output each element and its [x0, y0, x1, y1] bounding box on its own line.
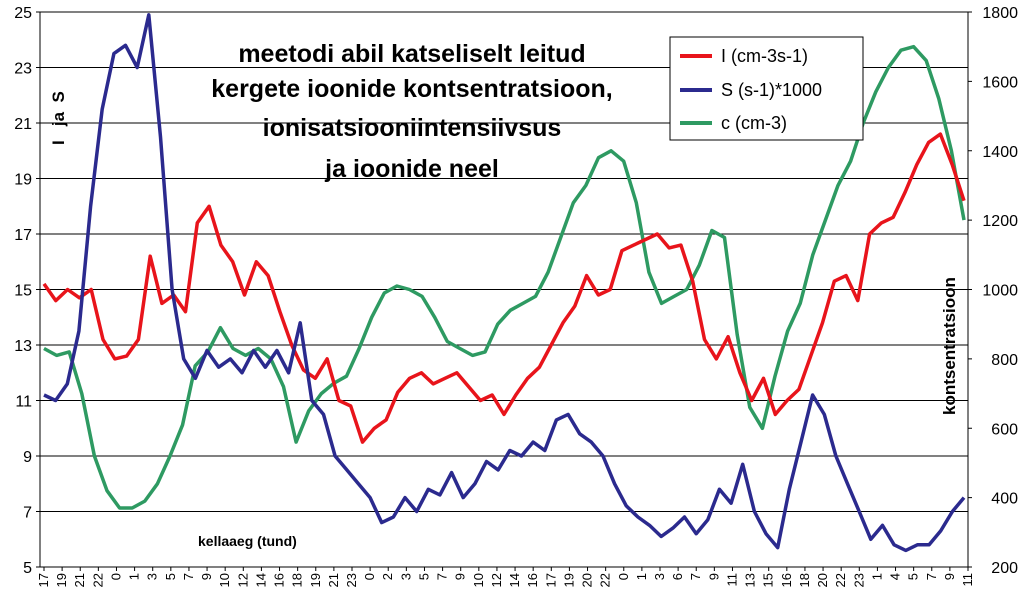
x-tick-label: 15: [761, 573, 776, 587]
legend: I (cm-3s-1) S (s-1)*1000 c (cm-3): [669, 36, 864, 141]
left-tick-label: 17: [14, 227, 32, 244]
x-tick-label: 12: [489, 573, 504, 587]
x-tick-label: 0: [362, 573, 377, 580]
x-tick-label: 14: [253, 573, 268, 587]
left-tick-label: 15: [14, 283, 32, 300]
x-tick-label: 11: [724, 573, 739, 587]
left-tick-label: 13: [14, 338, 32, 355]
series-line-0: [42, 132, 966, 444]
x-tick-label: 18: [290, 573, 305, 587]
x-tick-label: 19: [54, 573, 69, 587]
x-tick-label: 10: [217, 573, 232, 587]
x-tick-label: 14: [507, 573, 522, 587]
x-tick-label: 3: [398, 573, 413, 580]
axes: [39, 12, 969, 568]
x-tick-label: 23: [851, 573, 866, 587]
left-tick-label: 25: [14, 5, 32, 22]
x-tick-label: 22: [90, 573, 105, 587]
x-tick-label: 7: [924, 573, 939, 580]
x-tick-label: 0: [108, 573, 123, 580]
right-tick-label: 1200: [982, 213, 1018, 230]
x-tick-label: 10: [471, 573, 486, 587]
legend-label-S: S (s-1)*1000: [721, 80, 822, 100]
x-tick-label: 7: [435, 573, 450, 580]
x-tick-label: 9: [942, 573, 957, 580]
title-line-3: ionisatsiooniintensiivsus: [263, 114, 562, 142]
x-tick-label: 9: [706, 573, 721, 580]
y-axis-right-title: kontsentratsioon: [940, 277, 959, 415]
x-tick-label: 5: [906, 573, 921, 580]
right-tick-label: 200: [991, 560, 1018, 577]
x-tick-label: 7: [688, 573, 703, 580]
left-tick-label: 21: [14, 116, 32, 133]
x-tick-label: 18: [797, 573, 812, 587]
left-tick-labels: 5 7 9 11 13 15 17 19 21 23 25: [14, 5, 32, 577]
x-tick-label: 13: [743, 573, 758, 587]
x-tick-label: 11: [960, 573, 975, 587]
right-tick-label: 1400: [982, 144, 1018, 161]
chart-title: meetodi abil katseliselt leitud kergete …: [211, 40, 612, 183]
x-tick-label: 7: [181, 573, 196, 580]
x-tick-label: 1: [127, 573, 142, 580]
x-tick-labels: 17 19 21 22 0 1 3 5 7 9 10 12 14 16 18 19 21 23 0 2 3 5 7 9 10 12…: [36, 573, 975, 587]
right-tick-label: 600: [991, 421, 1018, 438]
x-tick-label: 21: [326, 573, 341, 587]
x-tick-label: 9: [199, 573, 214, 580]
left-tick-label: 7: [23, 505, 32, 522]
title-line-4: ja ioonide neel: [324, 155, 499, 183]
x-tick-label: 22: [833, 573, 848, 587]
right-tick-label: 400: [991, 491, 1018, 508]
x-tick-label: 23: [344, 573, 359, 587]
series-layer: [42, 13, 966, 553]
x-axis-title: kellaaeg (tund): [198, 533, 297, 549]
x-tick-label: 19: [561, 573, 576, 587]
x-tick-label: 12: [235, 573, 250, 587]
x-tick-label: 3: [652, 573, 667, 580]
left-tick-label: 23: [14, 61, 32, 78]
x-tick-label: 3: [145, 573, 160, 580]
left-tick-label: 5: [23, 560, 32, 577]
x-tick-label: 9: [453, 573, 468, 580]
right-tick-label: 800: [991, 352, 1018, 369]
x-tick-label: 1: [634, 573, 649, 580]
x-tick-label: 16: [525, 573, 540, 587]
left-tick-label: 19: [14, 172, 32, 189]
x-tick-label: 2: [380, 573, 395, 580]
x-tick-label: 4: [888, 573, 903, 580]
x-tick-label: 20: [580, 573, 595, 587]
right-tick-labels: 200 400 600 800 1000 1200 1400 1600 1800: [982, 5, 1018, 577]
x-tick-label: 5: [416, 573, 431, 580]
x-tick-label: 21: [72, 573, 87, 587]
y-axis-left-title: I ja S: [49, 91, 68, 145]
x-tick-label: 19: [308, 573, 323, 587]
title-line-2: kergete ioonide kontsentratsioon,: [211, 75, 612, 103]
series-line-2: [43, 44, 966, 510]
x-tick-label: 6: [670, 573, 685, 580]
title-line-1: meetodi abil katseliselt leitud: [238, 40, 585, 68]
right-tick-label: 1800: [982, 5, 1018, 22]
x-tick-label: 20: [815, 573, 830, 587]
left-tick-label: 11: [15, 394, 32, 411]
right-tick-label: 1000: [982, 283, 1018, 300]
x-tick-label: 17: [543, 573, 558, 587]
x-tick-label: 22: [598, 573, 613, 587]
legend-label-I: I (cm-3s-1): [721, 46, 808, 66]
x-tick-label: 17: [36, 573, 51, 587]
right-tick-label: 1600: [982, 74, 1018, 91]
x-tick-label: 16: [779, 573, 794, 587]
x-tick-label: 5: [163, 573, 178, 580]
x-tick-label: 0: [616, 573, 631, 580]
legend-label-c: c (cm-3): [721, 113, 787, 133]
series-line-1: [43, 13, 966, 553]
x-tick-label: 1: [869, 573, 884, 580]
left-tick-label: 9: [23, 449, 32, 466]
x-tick-label: 16: [272, 573, 287, 587]
